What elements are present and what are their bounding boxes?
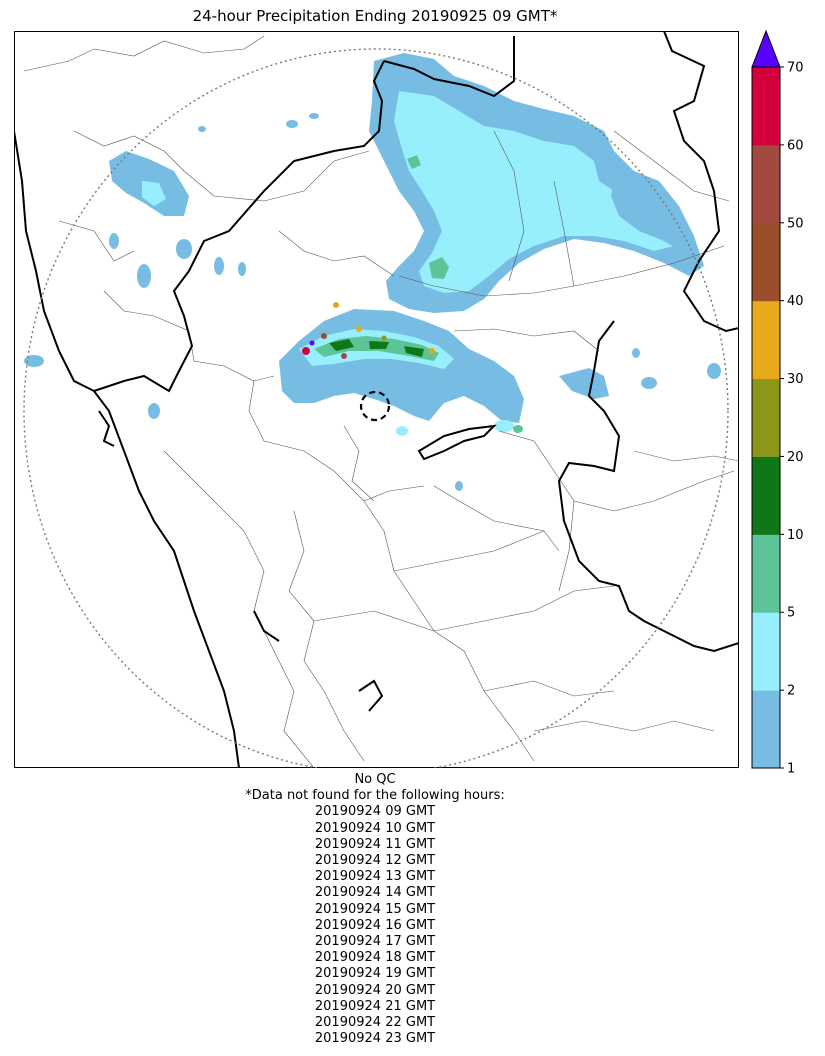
missing-hour-item: 20190924 19 GMT [314, 966, 436, 982]
precip-cell-heavy [341, 353, 347, 359]
precip-cell-heavy [356, 326, 362, 332]
state-border-nw [93, 60, 385, 393]
missing-hour-item: 20190924 23 GMT [314, 1031, 436, 1047]
precip-cell [176, 239, 192, 259]
colorbar-tick-label: 40 [787, 294, 804, 309]
colorbar-segment [752, 300, 780, 380]
precip-cell [214, 257, 224, 275]
missing-hour-item: 20190924 20 GMT [314, 982, 436, 998]
precip-cell-heavy [381, 335, 387, 341]
colorbar-tick-label: 60 [787, 138, 804, 153]
precip-cell [632, 348, 640, 358]
precip-cell-heavy [309, 340, 315, 346]
radar-site-marker [359, 390, 391, 422]
precip-area-central-dkgreen [329, 339, 424, 357]
colorbar-tick-label: 20 [787, 450, 804, 465]
precip-cell [455, 481, 463, 491]
precip-cell [641, 377, 657, 389]
precipitation-map [14, 31, 739, 768]
colorbar-tick-label: 2 [787, 684, 795, 699]
precip-cell-heavy [302, 347, 310, 355]
precip-area-east [611, 179, 697, 253]
state-border-e [557, 320, 739, 653]
precip-field [24, 53, 721, 491]
colorbar-segment [752, 222, 780, 302]
missing-hour-item: 20190924 17 GMT [314, 934, 436, 950]
precip-area-green-1 [429, 257, 449, 279]
colorbar-tick-label: 1 [787, 762, 795, 777]
precip-area-green-2 [407, 155, 421, 169]
precip-area-nw-core [142, 181, 166, 206]
colorbar-segment [752, 690, 780, 769]
colorbar: 1 2 5 10 20 30 40 50 60 70 [745, 26, 825, 777]
missing-hour-item: 20190924 09 GMT [314, 804, 436, 820]
state-boundaries [14, 31, 739, 768]
precip-cell [309, 113, 319, 119]
colorbar-tick-label: 5 [787, 606, 795, 621]
colorbar-tick-label: 30 [787, 372, 804, 387]
missing-hour-item: 20190924 10 GMT [314, 820, 436, 836]
state-border-ne [663, 31, 739, 333]
missing-hour-item: 20190924 13 GMT [314, 869, 436, 885]
colorbar-segment [752, 67, 780, 146]
precip-cell [137, 264, 151, 288]
missing-hour-item: 20190924 15 GMT [314, 901, 436, 917]
precip-cell-heavy [333, 302, 339, 308]
colorbar-tick-label: 70 [787, 61, 804, 76]
precip-cell [148, 403, 160, 419]
precip-cell [707, 363, 721, 379]
precip-area-north-core [394, 91, 674, 293]
radar-range-ring [23, 48, 729, 768]
precip-cell [24, 355, 44, 367]
missing-hour-item: 20190924 11 GMT [314, 836, 436, 852]
missing-hour-item: 20190924 22 GMT [314, 1015, 436, 1031]
colorbar-tick-label: 50 [787, 216, 804, 231]
missing-hour-item: 20190924 12 GMT [314, 853, 436, 869]
colorbar-segment [752, 534, 780, 613]
colorbar-frame [751, 66, 781, 769]
state-border-s2 [358, 679, 384, 712]
qc-note: No QC [354, 772, 396, 787]
precip-cell [109, 233, 119, 249]
precip-cell [286, 120, 298, 128]
colorbar-segment [752, 456, 780, 535]
state-border-n [383, 36, 515, 98]
coastline [14, 130, 240, 768]
precip-cell [494, 420, 514, 432]
colorbar-segment [752, 612, 780, 691]
colorbar-extend-arrow [751, 29, 781, 68]
missing-hour-item: 20190924 14 GMT [314, 885, 436, 901]
missing-hour-item: 20190924 18 GMT [314, 950, 436, 966]
colorbar-tick-label: 10 [787, 528, 804, 543]
precip-cell [396, 426, 408, 436]
colorbar-segment [752, 378, 780, 457]
footer-notes: No QC *Data not found for the following … [0, 772, 750, 1047]
precip-cell-heavy [321, 333, 327, 339]
missing-hour-item: 20190924 16 GMT [314, 917, 436, 933]
missing-data-note: *Data not found for the following hours: [245, 788, 505, 804]
precip-area-central-east [559, 368, 609, 399]
precip-cell [198, 126, 206, 132]
state-border-s1 [253, 610, 280, 642]
missing-hours-list: 20190924 09 GMT 20190924 10 GMT 20190924 1… [0, 804, 750, 1047]
missing-hour-item: 20190924 21 GMT [314, 998, 436, 1014]
precip-cell-heavy [429, 348, 435, 354]
colorbar-segment [752, 144, 780, 224]
state-border-enclave [417, 424, 497, 461]
state-border-w2 [98, 410, 115, 447]
precip-cell [238, 262, 246, 276]
precip-cell [513, 425, 523, 433]
map-title: 24-hour Precipitation Ending 20190925 09… [192, 7, 558, 25]
